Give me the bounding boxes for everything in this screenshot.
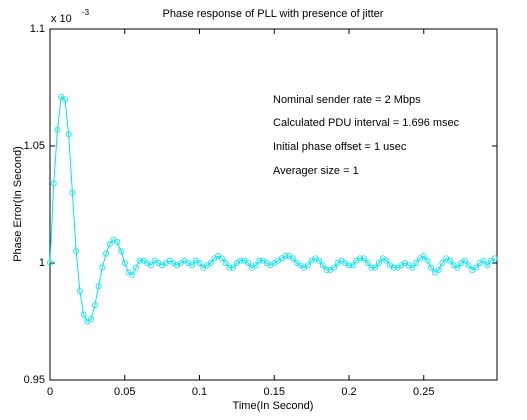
- data-point: [189, 262, 196, 269]
- data-point: [76, 288, 83, 295]
- data-point: [65, 131, 72, 138]
- data-point: [428, 264, 435, 271]
- data-line: [49, 96, 496, 323]
- x-tick-label: 0.1: [192, 386, 207, 398]
- y-tick-label: 1.1: [30, 23, 45, 35]
- data-point: [465, 262, 472, 269]
- annotation: Calculated PDU interval = 1.696 msec: [273, 117, 460, 129]
- x-tick-label: 0.15: [264, 386, 285, 398]
- data-point: [114, 238, 121, 245]
- data-point: [132, 264, 139, 271]
- data-point: [331, 264, 338, 271]
- data-point: [480, 257, 487, 264]
- y-tick-label: 1.05: [24, 140, 45, 152]
- data-point: [47, 259, 54, 266]
- data-point: [95, 283, 102, 290]
- data-point: [304, 262, 311, 269]
- data-point: [420, 252, 427, 259]
- data-point: [73, 248, 80, 255]
- data-point: [323, 267, 330, 274]
- data-point: [368, 264, 375, 271]
- data-point: [413, 259, 420, 266]
- data-point: [196, 259, 203, 266]
- data-point: [435, 267, 442, 274]
- data-point: [99, 264, 106, 271]
- data-point: [91, 302, 98, 309]
- y-tick-label: 1: [39, 257, 45, 269]
- data-point: [282, 252, 289, 259]
- plot-area: [49, 28, 498, 381]
- data-point: [473, 264, 480, 271]
- data-point: [364, 259, 371, 266]
- data-point: [69, 189, 76, 196]
- data-point: [61, 96, 68, 103]
- data-point: [409, 264, 416, 271]
- data-point: [375, 259, 382, 266]
- data-point: [222, 259, 229, 266]
- data-point: [316, 257, 323, 264]
- annotation: Averager size = 1: [273, 165, 359, 177]
- data-point: [454, 264, 461, 271]
- annotation: Nominal sender rate = 2 Mbps: [273, 94, 421, 106]
- data-point: [289, 255, 296, 262]
- data-point: [118, 248, 125, 255]
- data-point: [226, 264, 233, 271]
- data-point: [50, 180, 57, 187]
- data-point: [218, 255, 225, 262]
- data-point: [230, 264, 237, 271]
- data-point: [256, 257, 263, 264]
- data-point: [121, 259, 128, 266]
- chart-title: Phase response of PLL with presence of j…: [163, 8, 384, 20]
- data-point: [345, 262, 352, 269]
- data-point: [319, 262, 326, 269]
- data-point: [245, 259, 252, 266]
- x-tick-label: 0.25: [413, 386, 434, 398]
- data-point: [80, 311, 87, 318]
- data-point: [252, 262, 259, 269]
- data-point: [446, 257, 453, 264]
- data-point: [357, 255, 364, 262]
- data-point: [129, 271, 136, 278]
- data-point: [484, 262, 491, 269]
- data-point: [88, 316, 95, 323]
- data-point: [147, 262, 154, 269]
- data-point: [491, 255, 498, 262]
- y-axis-label: Phase Error(In Second): [12, 146, 24, 262]
- data-point: [424, 257, 431, 264]
- data-point: [106, 241, 113, 248]
- x-tick-label: 0: [47, 386, 53, 398]
- data-point: [360, 255, 367, 262]
- data-point: [103, 250, 110, 257]
- data-point: [349, 262, 356, 269]
- data-point: [207, 259, 214, 266]
- x-axis-label: Time(In Second): [233, 400, 314, 412]
- data-point: [439, 259, 446, 266]
- annotation: Initial phase offset = 1 usec: [273, 141, 407, 153]
- data-point: [461, 257, 468, 264]
- y-multiplier: x 10: [51, 13, 72, 25]
- data-point: [54, 126, 61, 133]
- data-point: [237, 257, 244, 264]
- x-tick-label: 0.2: [341, 386, 356, 398]
- x-tick-label: 0.05: [114, 386, 135, 398]
- data-point: [383, 257, 390, 264]
- data-point: [390, 264, 397, 271]
- y-tick-label: 0.95: [24, 374, 45, 386]
- data-point: [372, 264, 379, 271]
- data-point: [136, 257, 143, 264]
- y-multiplier-exponent: -3: [82, 8, 90, 17]
